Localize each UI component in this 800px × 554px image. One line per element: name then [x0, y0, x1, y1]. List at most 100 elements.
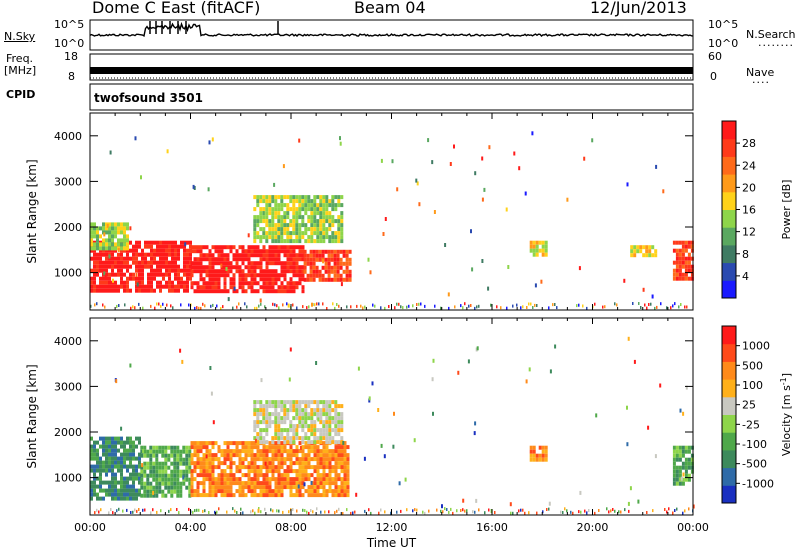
scatter-point: [363, 456, 366, 461]
data-cell: [120, 496, 123, 501]
scatter-point: [129, 226, 132, 231]
data-cell: [313, 207, 317, 212]
data-cell: [177, 252, 180, 257]
data-cell: [165, 240, 168, 245]
data-cell: [253, 277, 257, 282]
data-cell: [292, 207, 296, 212]
data-cell: [253, 249, 257, 254]
data-cell: [678, 465, 682, 470]
data-cell: [211, 441, 215, 446]
data-cell: [328, 416, 332, 421]
speckle-cell: [582, 304, 584, 308]
data-cell: [298, 215, 302, 220]
data-cell: [205, 257, 209, 262]
data-cell: [319, 428, 323, 433]
data-cell: [202, 253, 206, 258]
scatter-point: [583, 156, 586, 161]
data-cell: [235, 441, 239, 446]
data-cell: [316, 469, 320, 474]
data-cell: [117, 456, 120, 461]
data-cell: [190, 273, 194, 278]
data-cell: [340, 457, 344, 462]
data-cell: [223, 453, 227, 458]
data-cell: [262, 281, 266, 286]
data-cell: [313, 449, 317, 454]
data-cell: [150, 280, 153, 285]
speckle-cell: [352, 511, 354, 515]
data-cell: [214, 465, 218, 470]
data-cell: [229, 457, 233, 462]
data-cell: [280, 465, 284, 470]
data-cell: [185, 477, 189, 482]
data-cell: [298, 449, 302, 454]
speckle-cell: [614, 302, 616, 306]
data-cell: [108, 444, 111, 449]
data-cell: [331, 231, 335, 236]
data-cell: [292, 416, 296, 421]
data-cell: [223, 285, 227, 290]
data-cell: [322, 469, 326, 474]
data-cell: [529, 457, 533, 462]
data-cell: [186, 276, 189, 281]
data-cell: [336, 277, 340, 282]
data-cell: [343, 449, 347, 454]
data-cell: [138, 260, 141, 265]
data-cell: [675, 264, 679, 269]
data-cell: [304, 465, 308, 470]
data-cell: [171, 240, 174, 245]
data-cell: [316, 477, 320, 482]
speckle-cell: [332, 302, 334, 306]
data-cell: [316, 239, 320, 244]
data-cell: [319, 211, 323, 216]
data-cell: [274, 231, 278, 236]
data-cell: [162, 284, 165, 289]
data-cell: [241, 489, 245, 494]
speckle-cell: [496, 305, 498, 309]
data-cell: [322, 227, 326, 232]
data-cell: [250, 269, 254, 274]
data-cell: [337, 485, 341, 490]
data-cell: [129, 496, 132, 501]
data-cell: [271, 473, 275, 478]
data-cell: [96, 246, 99, 251]
data-cell: [226, 261, 230, 266]
data-cell: [292, 203, 296, 208]
data-cell: [202, 245, 206, 250]
data-cell: [271, 253, 275, 258]
data-cell: [235, 249, 239, 254]
data-cell: [102, 264, 105, 269]
data-cell: [271, 453, 275, 458]
data-cell: [319, 485, 323, 490]
data-cell: [250, 457, 254, 462]
data-cell: [283, 231, 287, 236]
scatter-point: [103, 271, 106, 276]
freq-label-1: Freq.: [6, 52, 34, 65]
scatter-point: [108, 254, 111, 259]
data-cell: [250, 493, 254, 498]
data-cell: [304, 203, 308, 208]
data-cell: [177, 248, 180, 253]
data-cell: [105, 264, 108, 269]
data-cell: [188, 465, 192, 470]
y-axis-label: Slant Range [km]: [25, 159, 39, 263]
data-cell: [241, 441, 245, 446]
data-cell: [310, 223, 314, 228]
data-cell: [149, 445, 153, 450]
data-cell: [176, 465, 180, 470]
colorbar-tick-label: 1000: [742, 340, 770, 353]
data-cell: [253, 441, 257, 446]
data-cell: [214, 261, 218, 266]
data-cell: [253, 195, 257, 200]
data-cell: [129, 456, 132, 461]
data-cell: [93, 288, 96, 293]
speckle-cell: [372, 303, 374, 307]
data-cell: [153, 240, 156, 245]
data-cell: [319, 412, 323, 417]
data-cell: [541, 453, 545, 458]
data-cell: [229, 285, 233, 290]
data-cell: [327, 277, 331, 282]
data-cell: [322, 412, 326, 417]
data-cell: [114, 456, 117, 461]
data-cell: [173, 481, 177, 486]
data-cell: [334, 416, 338, 421]
